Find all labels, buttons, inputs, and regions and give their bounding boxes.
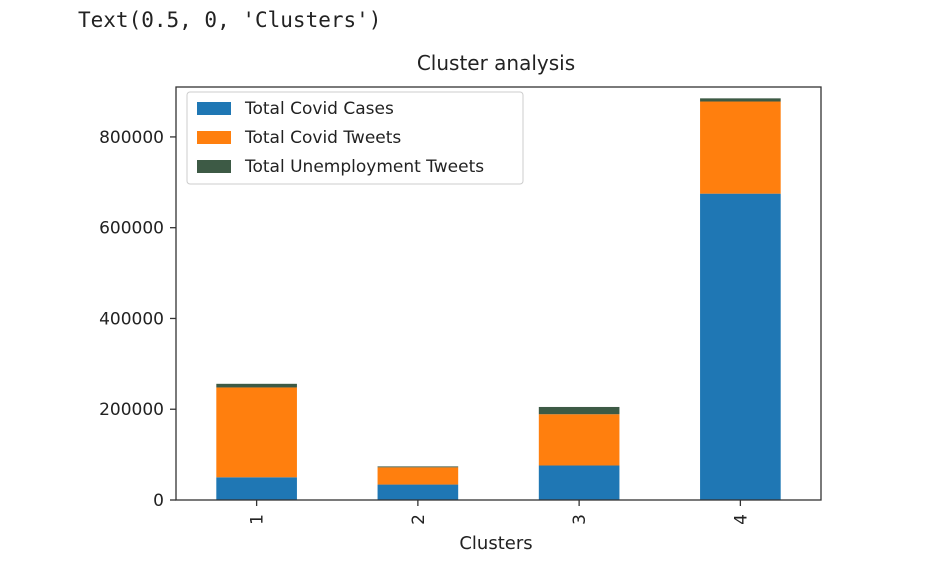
y-tick-label: 200000 xyxy=(99,400,164,420)
bar-segment xyxy=(377,484,459,500)
x-axis: 1 2 3 4 xyxy=(248,500,751,525)
bars-group xyxy=(216,98,781,500)
bar-segment xyxy=(700,193,781,500)
bar-segment xyxy=(377,466,459,468)
bar-segment xyxy=(216,383,297,388)
legend-box xyxy=(186,91,524,185)
y-tick-label: 0 xyxy=(153,491,164,511)
bar-segment xyxy=(700,101,781,194)
bar-segment xyxy=(377,467,459,485)
x-axis-label: Clusters xyxy=(459,533,532,554)
y-tick-label: 400000 xyxy=(99,309,164,329)
legend-entry-label: Total Covid Tweets xyxy=(244,128,401,148)
axes-frame xyxy=(175,86,822,501)
bar-segment xyxy=(538,465,620,500)
y-tick-label: 800000 xyxy=(99,128,164,148)
x-tick-label: 2 xyxy=(409,514,429,525)
legend-swatch xyxy=(197,131,231,144)
x-tick-label: 4 xyxy=(731,514,751,525)
bar-segment xyxy=(538,406,620,415)
legend-swatch xyxy=(197,102,231,115)
x-tick-label: 1 xyxy=(248,514,268,525)
legend-entry-label: Total Unemployment Tweets xyxy=(244,157,484,177)
bar-segment xyxy=(700,98,781,102)
bar-segment xyxy=(216,387,297,478)
y-axis: 0 200000 400000 600000 800000 xyxy=(99,128,176,511)
y-tick-label: 600000 xyxy=(99,219,164,239)
legend-swatch xyxy=(197,160,231,173)
x-tick-label: 3 xyxy=(570,514,590,525)
bar-segment xyxy=(538,414,620,466)
legend-entry-label: Total Covid Cases xyxy=(244,99,394,119)
cell-output-text: Text(0.5, 0, 'Clusters') xyxy=(78,8,382,32)
bar-segment xyxy=(216,477,297,500)
chart-title: Cluster analysis xyxy=(417,51,575,75)
legend: Total Covid Cases Total Covid Tweets Total… xyxy=(186,91,524,185)
